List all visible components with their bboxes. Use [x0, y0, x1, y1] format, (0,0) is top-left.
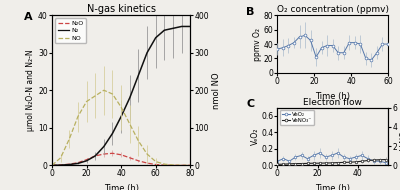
Legend: N₂O, N₂, NO: N₂O, N₂, NO: [55, 18, 86, 43]
Text: B: B: [246, 6, 255, 17]
Title: Electron flow: Electron flow: [303, 98, 362, 107]
Text: C: C: [246, 99, 254, 109]
Y-axis label: μmol N₂O-N and N₂-N: μmol N₂O-N and N₂-N: [26, 49, 35, 131]
Y-axis label: VₑO₂: VₑO₂: [251, 128, 260, 145]
Y-axis label: nmol NO: nmol NO: [212, 72, 221, 108]
Legend: VeO₂, VeNO₃⁻: VeO₂, VeNO₃⁻: [280, 110, 314, 125]
Y-axis label: ppmv O₂: ppmv O₂: [253, 28, 262, 61]
X-axis label: Time (h): Time (h): [315, 184, 350, 190]
Text: A: A: [24, 12, 33, 22]
Title: O₂ concentration (ppmv): O₂ concentration (ppmv): [277, 6, 389, 14]
X-axis label: Time (h): Time (h): [315, 92, 350, 101]
Title: N-gas kinetics: N-gas kinetics: [87, 4, 156, 14]
X-axis label: Time (h): Time (h): [104, 184, 139, 190]
